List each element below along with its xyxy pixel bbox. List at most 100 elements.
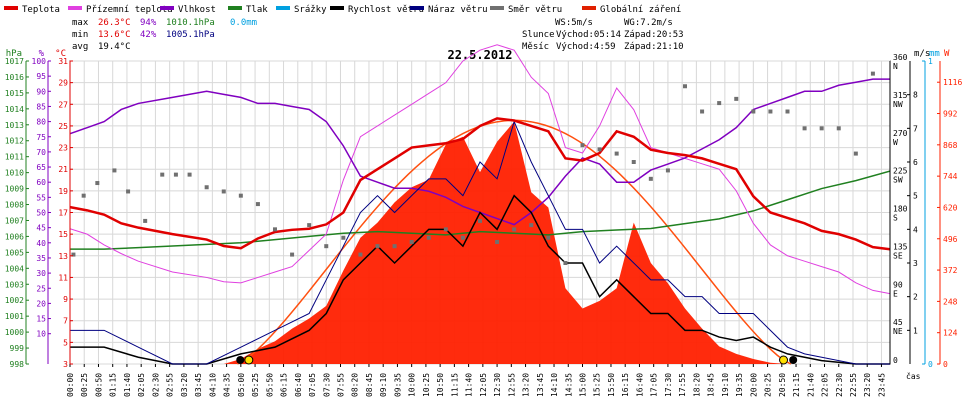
wind-direction-point [836,126,841,131]
x-tick-label: 12:55 [507,373,516,397]
axis-tick-label-wm2: 0 [943,360,948,369]
axis-tick-label-direction: 225 [893,167,908,176]
axis-tick-label-ms: 2 [913,293,918,302]
axis-tick-label-direction: 360 [893,53,908,62]
axis-tick-label-celsius: 19 [58,187,68,196]
axis-tick-label-direction: 135 [893,242,908,251]
info-mesic: Měsíc [522,42,549,52]
axis-label-mm: mm [929,49,940,59]
axis-tick-label-wm2: 124 [943,329,958,338]
wind-direction-point [717,101,722,106]
axis-tick-label-celsius: 29 [58,79,68,88]
axis-tick-label-percent: 80 [36,118,46,127]
axis-tick-label-celsius: 5 [63,338,68,347]
x-tick-label: 05:00 [237,373,246,397]
axis-tick-label-wm2: 248 [943,297,958,306]
axis-tick-label-hPa: 1003 [5,280,24,289]
axis-tick-label-hPa: 1017 [5,57,24,66]
axis-label-celsius: °C [55,49,66,59]
axis-tick-label-hPa: 1010 [5,169,24,178]
axis-tick-label-percent: 95 [36,72,46,81]
x-tick-label: 20:00 [749,373,758,397]
axis-tick-label-direction-compass: SE [893,251,903,260]
axis-tick-label-percent: 60 [36,178,46,187]
x-tick-label: 22:55 [849,373,858,397]
info-ws: WS:5m/s [555,18,593,28]
wind-direction-point [426,235,431,240]
axis-tick-label-direction: 180 [893,205,908,214]
legend-label-8: Globální záření [600,5,681,15]
axis-label-hPa: hPa [6,49,22,59]
axis-tick-label-hPa: 1012 [5,137,24,146]
x-tick-label: 15:25 [593,373,602,397]
axis-tick-label-direction-compass: SW [893,176,903,185]
wind-direction-point [734,96,739,101]
x-tick-label: 00:25 [80,373,89,397]
axis-tick-label-celsius: 7 [63,317,68,326]
axis-tick-label-hPa: 1009 [5,185,24,194]
axis-tick-label-percent: 75 [36,133,46,142]
info-slunce-rise: Východ:05:14 [556,30,621,40]
wind-direction-point [187,172,192,177]
legend: Teplota Přízemní teplota Vlhkost Tlak Srážky… [4,5,681,15]
wind-direction-point [358,252,363,257]
wind-direction-point [392,244,397,249]
axis-tick-label-hPa: 1008 [5,201,24,210]
wind-direction-point [700,109,705,114]
wind-direction-point [81,193,86,198]
wind-direction-point [853,151,858,156]
x-tick-label: 03:45 [194,373,203,397]
axis-tick-label-wm2: 496 [943,235,958,244]
axis-tick-label-celsius: 25 [58,122,68,131]
axis-label-ms: m/s [914,49,930,59]
info-mesic-set: Západ:21:10 [624,42,684,52]
stat-min-hum: 42% [140,30,157,40]
legend-swatch-8 [582,6,596,10]
wind-direction-point [173,172,178,177]
wind-direction-point [238,193,243,198]
axis-tick-label-hPa: 1015 [5,89,24,98]
x-tick-label: 05:25 [251,373,260,397]
wind-direction-point [512,227,517,232]
x-tick-label: 00:00 [66,373,75,397]
chart-title: 22.5.2012 [447,48,512,62]
x-tick-label: 18:20 [692,373,701,397]
axis-tick-label-percent: 45 [36,224,46,233]
wind-direction-point [290,252,295,257]
axis-tick-label-wm2: 992 [943,110,958,119]
axis-tick-label-percent: 85 [36,102,46,111]
wind-direction-point [597,147,602,152]
axes: 00:00 00:25 00:50 01:15 01:40 02:05 02:30 02:55… [5,49,963,397]
axis-tick-label-direction-compass: E [893,289,898,298]
wind-direction-point [143,218,148,223]
legend-label-5: Rychlost větru [348,5,424,15]
axis-tick-label-direction-compass: NE [893,327,903,336]
wind-direction-point [375,244,380,249]
x-tick-label: 06:40 [294,373,303,397]
wind-direction-point [341,235,346,240]
wind-direction-point [71,252,76,257]
axis-tick-label-wm2: 372 [943,266,958,275]
x-tick-label: 12:05 [479,373,488,397]
stat-max-hum: 94% [140,18,157,28]
info-slunce-set: Západ:20:53 [624,30,684,40]
axis-tick-label-hPa: 1013 [5,121,24,130]
x-tick-label: 17:05 [650,373,659,397]
wind-direction-point [785,109,790,114]
x-tick-label: 11:40 [465,373,474,397]
info-mesic-rise: Východ:4:59 [556,42,616,52]
axis-tick-label-hPa: 1016 [5,73,24,82]
axis-tick-label-ms: 6 [913,158,918,167]
x-tick-label: 10:00 [408,373,417,397]
legend-label-2: Vlhkost [178,5,216,15]
legend-swatch-0 [4,6,18,10]
axis-tick-label-celsius: 21 [58,165,68,174]
x-tick-label: 07:55 [336,373,345,397]
moonrise-marker [236,356,245,364]
x-tick-label: 20:50 [778,373,787,397]
stats-block: max 26.3°C 94% 1010.1hPa 0.0mm min 13.6°C 42% 10… [72,18,257,52]
x-tick-label: 09:10 [379,373,388,397]
x-tick-label: 01:40 [123,373,132,397]
